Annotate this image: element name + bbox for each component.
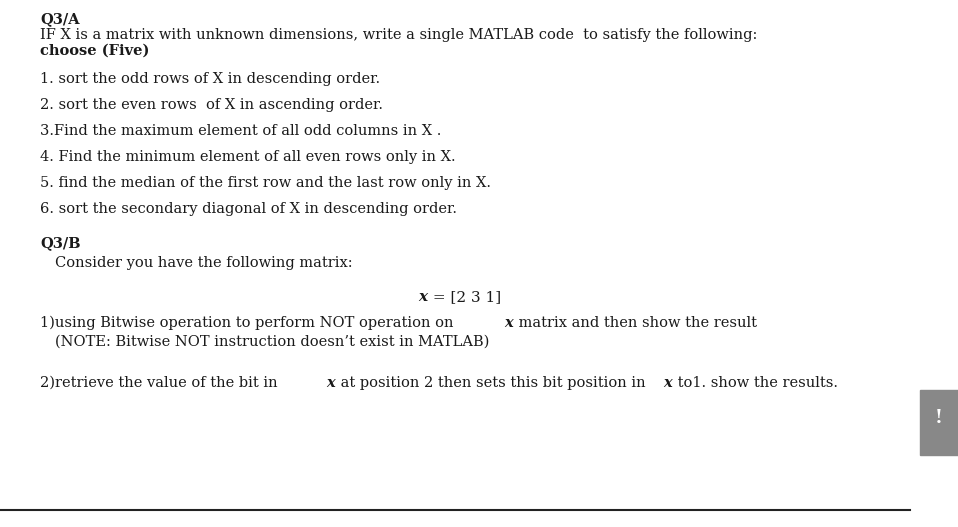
- Text: (NOTE: Bitwise NOT instruction doesn’t exist in MATLAB): (NOTE: Bitwise NOT instruction doesn’t e…: [55, 335, 490, 349]
- Text: 1. sort the odd rows of X in descending order.: 1. sort the odd rows of X in descending …: [40, 72, 380, 86]
- Text: to1. show the results.: to1. show the results.: [673, 376, 838, 390]
- Text: 5. find the median of the first row and the last row only in X.: 5. find the median of the first row and …: [40, 176, 491, 190]
- Text: 4. Find the minimum element of all even rows only in X.: 4. Find the minimum element of all even …: [40, 150, 456, 164]
- Text: 1)using Bitwise operation to perform NOT operation on: 1)using Bitwise operation to perform NOT…: [40, 316, 458, 330]
- Text: 2)retrieve the value of the bit in: 2)retrieve the value of the bit in: [40, 376, 283, 390]
- Text: x: x: [326, 376, 334, 390]
- Text: at position 2 then sets this bit position in: at position 2 then sets this bit positio…: [336, 376, 650, 390]
- Text: x: x: [418, 290, 427, 304]
- Text: matrix and then show the result: matrix and then show the result: [514, 316, 757, 330]
- Text: 3.Find the maximum element of all odd columns in X .: 3.Find the maximum element of all odd co…: [40, 124, 442, 138]
- Text: = [2 3 1]: = [2 3 1]: [428, 290, 501, 304]
- Text: 6. sort the secondary diagonal of X in descending order.: 6. sort the secondary diagonal of X in d…: [40, 202, 457, 216]
- Text: Q3/B: Q3/B: [40, 236, 80, 250]
- Text: Consider you have the following matrix:: Consider you have the following matrix:: [55, 256, 353, 270]
- Text: IF X is a matrix with unknown dimensions, write a single MATLAB code  to satisfy: IF X is a matrix with unknown dimensions…: [40, 28, 758, 42]
- Text: x: x: [663, 376, 672, 390]
- Text: choose (Five): choose (Five): [40, 44, 149, 58]
- Text: !: !: [935, 409, 943, 427]
- Text: 2. sort the even rows  of X in ascending order.: 2. sort the even rows of X in ascending …: [40, 98, 383, 112]
- Text: Q3/A: Q3/A: [40, 12, 80, 26]
- Text: x: x: [504, 316, 513, 330]
